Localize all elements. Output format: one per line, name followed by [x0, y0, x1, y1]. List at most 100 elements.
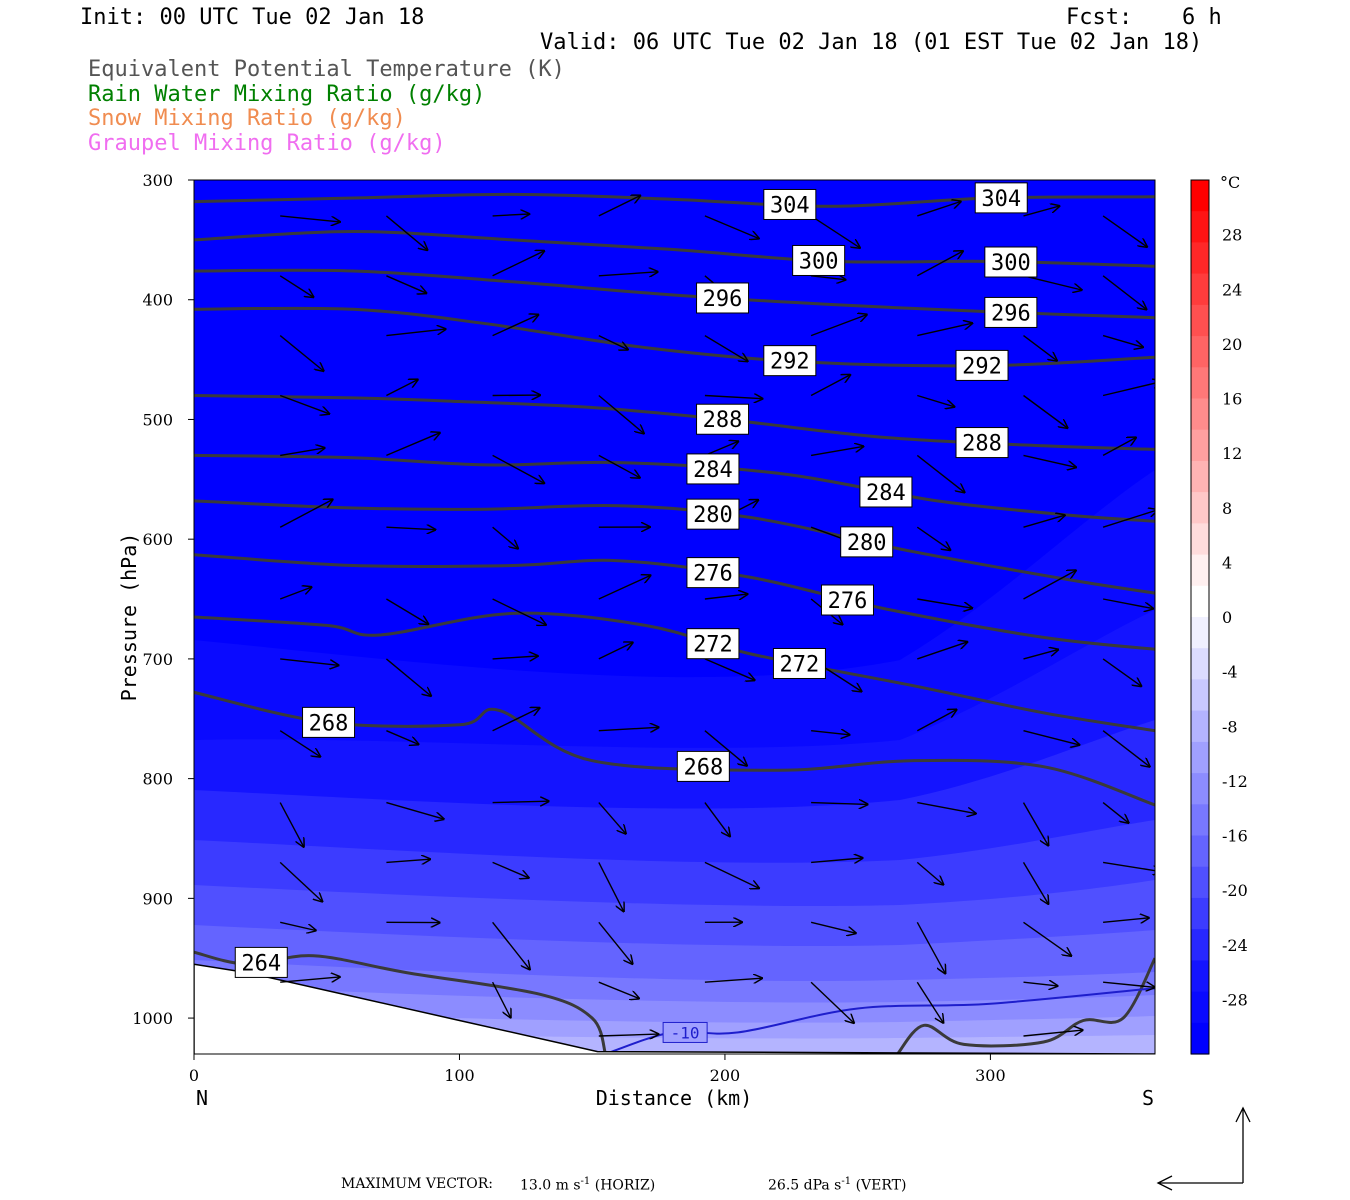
y-tick-label: 1000	[132, 1009, 173, 1028]
contour-label: 272	[780, 652, 820, 677]
colorbar-swatch	[1191, 273, 1209, 306]
contour-label: 284	[866, 481, 906, 506]
colorbar-swatch	[1191, 679, 1209, 712]
wind-vector	[386, 598, 428, 624]
colorbar-swatch	[1191, 835, 1209, 868]
wind-vector	[1022, 802, 1049, 846]
wind-vector	[704, 215, 759, 239]
colorbar-swatch	[1191, 492, 1209, 524]
wind-vector	[386, 433, 439, 457]
wind-vector	[385, 215, 427, 250]
wind-vector	[1102, 510, 1155, 528]
contour-label: 292	[770, 350, 810, 375]
contour-label-box	[686, 498, 740, 530]
wind-vector	[598, 394, 644, 434]
colorbar-swatch	[1191, 866, 1209, 899]
wind-vector	[704, 441, 738, 457]
wind-vector	[598, 727, 659, 730]
contour-label: 304	[770, 193, 810, 218]
wind-vector	[279, 861, 322, 901]
wind-vector	[1023, 1030, 1083, 1037]
wind-vector	[598, 802, 626, 834]
contour-label-box	[792, 244, 846, 276]
contour-label-box	[234, 946, 288, 978]
contour-label-box	[696, 282, 750, 314]
wind-vector	[279, 587, 311, 600]
max-vector-vert: 26.5 dPa s-1 (VERT)	[768, 1176, 907, 1194]
wind-vector	[704, 730, 747, 766]
wind-vector	[1022, 862, 1049, 904]
wind-vector	[279, 394, 329, 414]
colorbar-label: 20	[1222, 335, 1242, 354]
wind-vector	[1023, 650, 1059, 660]
wind-vector	[810, 446, 863, 457]
wind-vector	[917, 642, 967, 660]
colorbar-swatch	[1191, 585, 1209, 618]
wind-vector	[1023, 570, 1076, 600]
contour-label: 288	[962, 432, 1002, 457]
colorbar-swatch	[1191, 897, 1209, 930]
contour-label: 296	[703, 287, 743, 312]
contour-label: 276	[828, 589, 868, 614]
contour-label: 296	[991, 301, 1031, 326]
wind-vector	[1102, 598, 1153, 609]
wind-vector	[279, 730, 320, 757]
y-tick-label: 400	[142, 291, 173, 310]
theta-e-contour	[194, 453, 1155, 523]
x-tick-label: 300	[975, 1066, 1006, 1085]
wind-vector	[386, 730, 418, 745]
wind-vector	[810, 375, 850, 397]
wind-vector	[1102, 802, 1129, 823]
colorbar-swatch	[1191, 242, 1209, 275]
legend-snow: Snow Mixing Ratio (g/kg)	[88, 106, 406, 131]
contour-label-box	[676, 750, 730, 782]
colorbar-label: -8	[1222, 717, 1238, 736]
wind-vector	[917, 598, 972, 608]
contour-label-box	[984, 246, 1038, 278]
isotherm-label-box	[662, 1021, 708, 1043]
theta-e-contour	[896, 957, 1155, 1054]
wind-vector	[916, 454, 964, 492]
wind-vector	[492, 598, 546, 625]
wind-vector	[811, 803, 868, 805]
x-tick-label: 0	[189, 1066, 199, 1085]
valid-time: Valid: 06 UTC Tue 02 Jan 18 (01 EST Tue …	[540, 30, 1203, 55]
wind-vector	[386, 275, 426, 293]
contour-label-box	[696, 403, 750, 435]
wind-vector	[1023, 515, 1065, 528]
legend-graupel: Graupel Mixing Ratio (g/kg)	[88, 131, 446, 156]
wind-vector	[492, 656, 538, 659]
wind-vector	[598, 575, 651, 600]
contour-label-box	[840, 526, 894, 558]
wind-vector	[492, 801, 549, 802]
contour-label: 288	[703, 408, 743, 433]
wind-vector	[280, 448, 325, 457]
contour-label: 264	[241, 951, 281, 976]
wind-vector	[704, 335, 748, 362]
contour-label: 268	[309, 711, 349, 736]
wind-vector	[279, 335, 323, 371]
contour-label-box	[772, 647, 826, 679]
wind-vector	[916, 526, 950, 550]
wind-vector	[917, 394, 954, 407]
colorbar-label: -16	[1222, 827, 1248, 846]
colorbar-swatch	[1191, 1022, 1209, 1055]
wind-vector	[810, 921, 856, 933]
wind-vector	[1023, 730, 1080, 745]
y-axis-title: Pressure (hPa)	[117, 533, 141, 702]
contour-label: 280	[847, 531, 887, 556]
wind-vector	[811, 858, 863, 862]
colorbar-label: -20	[1222, 881, 1248, 900]
wind-vector	[280, 921, 316, 930]
wind-vector	[704, 978, 762, 982]
contour-label: 300	[799, 249, 839, 274]
wind-vector	[916, 921, 945, 973]
wind-vector	[917, 323, 972, 337]
wind-vector	[1103, 918, 1149, 923]
colorbar-swatch	[1191, 554, 1209, 587]
contour-label-box	[974, 182, 1028, 214]
colorbar-swatch	[1191, 710, 1209, 743]
wind-vector	[811, 276, 845, 280]
y-tick-label: 800	[142, 770, 173, 789]
max-vector-horiz: 13.0 m s-1 (HORIZ)	[520, 1176, 656, 1194]
